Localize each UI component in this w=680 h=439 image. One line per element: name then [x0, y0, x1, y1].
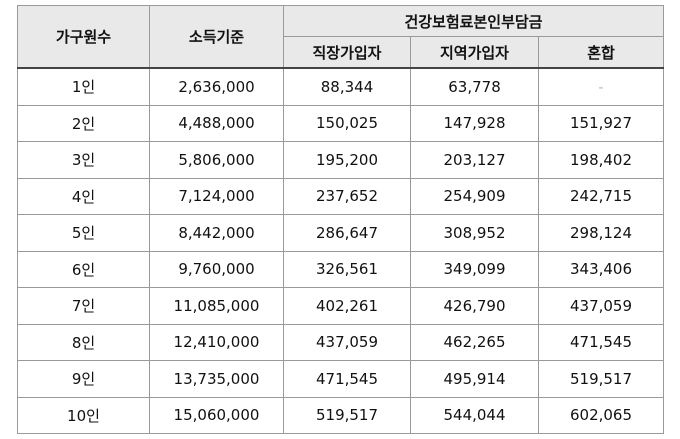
cell-mixed: 471,545	[538, 323, 664, 361]
cell-employee: 88,344	[283, 67, 411, 106]
table-row: 3인 5,806,000 195,200 203,127 198,402	[17, 141, 664, 179]
header-row-1: 가구원수 소득기준 건강보험료본인부담금	[17, 5, 664, 69]
cell-employee: 195,200	[283, 141, 411, 179]
cell-mixed: 298,124	[538, 214, 664, 252]
header-household: 가구원수	[17, 5, 150, 69]
cell-regional: 544,044	[410, 396, 539, 434]
cell-income: 13,735,000	[149, 360, 284, 398]
cell-household: 6인	[17, 250, 150, 288]
table-row: 8인 12,410,000 437,059 462,265 471,545	[17, 323, 664, 361]
table-body: 1인 2,636,000 88,344 63,778-2인 4,488,000 150,0…	[17, 67, 664, 434]
premium-table: 가구원수 소득기준 건강보험료본인부담금 직장가입자 지역가입자 혼합 1인 2,…	[17, 5, 664, 434]
cell-employee: 150,025	[283, 104, 411, 142]
cell-income: 7,124,000	[149, 177, 284, 215]
cell-mixed: 437,059	[538, 287, 664, 325]
cell-regional: 426,790	[410, 287, 539, 325]
table-row: 10인 15,060,000 519,517 544,044 602,065	[17, 396, 664, 434]
cell-household: 5인	[17, 214, 150, 252]
cell-employee: 471,545	[283, 360, 411, 398]
cell-regional: 147,928	[410, 104, 539, 142]
table-row: 5인 8,442,000 286,647 308,952 298,124	[17, 214, 664, 252]
cell-income: 8,442,000	[149, 214, 284, 252]
table-header: 가구원수 소득기준 건강보험료본인부담금 직장가입자 지역가입자 혼합	[17, 5, 664, 69]
cell-household: 8인	[17, 323, 150, 361]
cell-household: 9인	[17, 360, 150, 398]
cell-household: 1인	[17, 67, 150, 106]
header-mixed: 혼합	[538, 36, 664, 69]
cell-income: 12,410,000	[149, 323, 284, 361]
table-row: 6인 9,760,000 326,561 349,099 343,406	[17, 250, 664, 288]
header-income: 소득기준	[149, 5, 284, 69]
cell-employee: 437,059	[283, 323, 411, 361]
cell-income: 2,636,000	[149, 67, 284, 106]
cell-regional: 462,265	[410, 323, 539, 361]
cell-regional: 63,778	[410, 67, 539, 106]
header-employee: 직장가입자	[283, 36, 411, 69]
cell-regional: 349,099	[410, 250, 539, 288]
cell-employee: 519,517	[283, 396, 411, 434]
cell-regional: 254,909	[410, 177, 539, 215]
table-row: 9인 13,735,000 471,545 495,914 519,517	[17, 360, 664, 398]
cell-employee: 402,261	[283, 287, 411, 325]
premium-table-container: 가구원수 소득기준 건강보험료본인부담금 직장가입자 지역가입자 혼합 1인 2,…	[17, 5, 664, 434]
table-row: 4인 7,124,000 237,652 254,909 242,715	[17, 177, 664, 215]
cell-mixed: 151,927	[538, 104, 664, 142]
header-regional: 지역가입자	[410, 36, 539, 69]
cell-mixed: 519,517	[538, 360, 664, 398]
header-premium-group: 건강보험료본인부담금	[283, 5, 664, 37]
cell-employee: 286,647	[283, 214, 411, 252]
table-row: 7인 11,085,000 402,261 426,790 437,059	[17, 287, 664, 325]
cell-household: 7인	[17, 287, 150, 325]
cell-household: 2인	[17, 104, 150, 142]
cell-employee: 237,652	[283, 177, 411, 215]
cell-household: 4인	[17, 177, 150, 215]
cell-income: 11,085,000	[149, 287, 284, 325]
cell-employee: 326,561	[283, 250, 411, 288]
cell-income: 15,060,000	[149, 396, 284, 434]
cell-mixed: 602,065	[538, 396, 664, 434]
cell-household: 10인	[17, 396, 150, 434]
cell-income: 5,806,000	[149, 141, 284, 179]
cell-income: 4,488,000	[149, 104, 284, 142]
table-row: 2인 4,488,000 150,025 147,928 151,927	[17, 104, 664, 142]
cell-regional: 203,127	[410, 141, 539, 179]
cell-mixed: 198,402	[538, 141, 664, 179]
cell-mixed: -	[538, 67, 664, 106]
cell-mixed: 343,406	[538, 250, 664, 288]
table-row: 1인 2,636,000 88,344 63,778-	[17, 67, 664, 106]
cell-household: 3인	[17, 141, 150, 179]
cell-mixed: 242,715	[538, 177, 664, 215]
cell-income: 9,760,000	[149, 250, 284, 288]
header-row-2: 직장가입자 지역가입자 혼합	[18, 36, 664, 69]
cell-regional: 308,952	[410, 214, 539, 252]
cell-regional: 495,914	[410, 360, 539, 398]
